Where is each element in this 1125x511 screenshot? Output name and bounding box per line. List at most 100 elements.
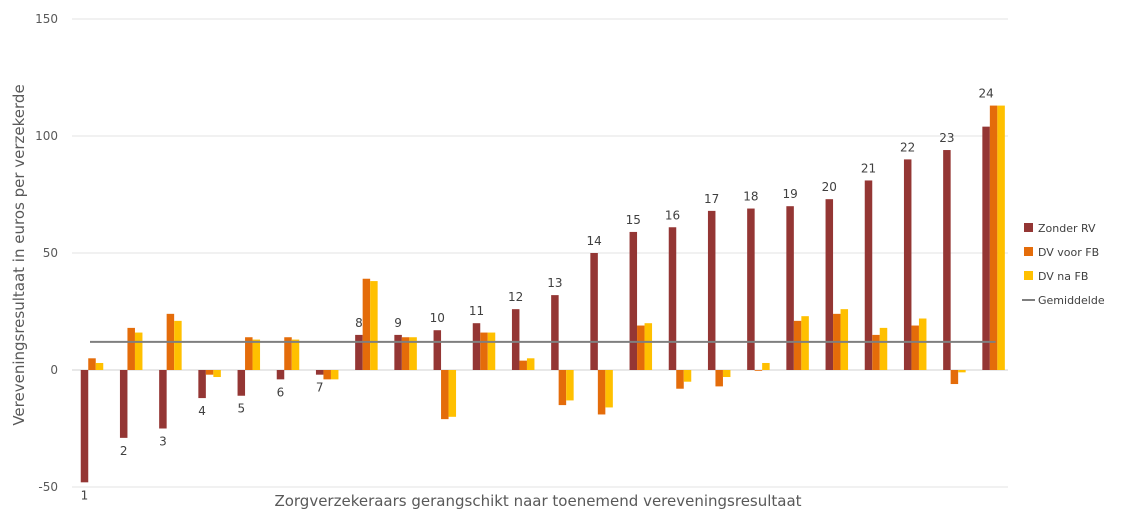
bar-dv-voor-fb-13	[558, 370, 567, 406]
bar-dv-na-fb-20	[840, 309, 849, 370]
bar-zonder-rv-7	[315, 370, 324, 375]
category-label: 16	[665, 208, 680, 222]
bar-zonder-rv-9	[394, 334, 402, 370]
bar-zonder-rv-4	[198, 370, 206, 399]
bar-dv-voor-fb-9	[401, 337, 410, 370]
bar-dv-voor-fb-15	[637, 325, 645, 370]
y-tick-label: 150	[35, 12, 58, 26]
category-label: 20	[822, 180, 837, 194]
bar-zonder-rv-20	[825, 199, 834, 370]
bar-zonder-rv-13	[551, 295, 559, 370]
category-label: 24	[978, 87, 993, 101]
bar-dv-voor-fb-8	[362, 278, 371, 370]
bar-dv-na-fb-22	[918, 318, 927, 370]
legend-label: Zonder RV	[1038, 222, 1096, 235]
bar-dv-na-fb-13	[566, 370, 574, 401]
bar-dv-voor-fb-10	[441, 370, 449, 420]
category-label: 3	[159, 435, 167, 449]
bar-zonder-rv-8	[355, 334, 363, 370]
bar-dv-voor-fb-1	[88, 358, 96, 370]
category-label: 23	[939, 131, 954, 145]
bar-zonder-rv-2	[119, 370, 128, 438]
bar-dv-na-fb-11	[487, 332, 496, 370]
category-label: 17	[704, 192, 719, 206]
bar-dv-na-fb-4	[213, 370, 221, 378]
bar-dv-na-fb-6	[291, 339, 300, 370]
category-label: 11	[469, 304, 484, 318]
bar-zonder-rv-3	[159, 370, 167, 429]
legend-label: Gemiddelde	[1038, 294, 1105, 307]
bar-dv-na-fb-5	[252, 339, 261, 370]
category-label: 18	[743, 190, 758, 204]
bar-dv-na-fb-2	[134, 332, 143, 370]
bar-zonder-rv-23	[943, 150, 951, 370]
bar-dv-voor-fb-22	[911, 325, 919, 370]
bar-zonder-rv-14	[590, 253, 598, 370]
legend-label: DV na FB	[1038, 270, 1088, 283]
bar-zonder-rv-5	[237, 370, 246, 396]
legend: Zonder RV DV voor FB DV na FB Gemiddelde	[1022, 222, 1105, 307]
category-label: 21	[861, 161, 876, 175]
bar-dv-na-fb-23	[958, 370, 966, 373]
bar-dv-na-fb-10	[448, 370, 457, 417]
bar-dv-na-fb-18	[762, 362, 770, 370]
y-tick-label: 0	[50, 363, 58, 377]
bar-dv-na-fb-19	[801, 316, 809, 370]
category-label: 13	[547, 276, 562, 290]
bar-dv-voor-fb-6	[284, 337, 292, 370]
bar-dv-voor-fb-21	[872, 334, 880, 370]
bar-zonder-rv-15	[629, 231, 638, 370]
bar-dv-voor-fb-2	[127, 327, 135, 370]
bar-zonder-rv-10	[433, 330, 442, 370]
bar-dv-voor-fb-24	[989, 105, 998, 370]
bar-dv-na-fb-24	[997, 105, 1005, 370]
category-label: 2	[120, 444, 128, 458]
bar-dv-na-fb-1	[95, 362, 104, 370]
bar-dv-na-fb-12	[526, 358, 535, 370]
y-tick-label: 50	[43, 246, 58, 260]
category-label: 10	[430, 311, 445, 325]
bar-dv-na-fb-17	[722, 370, 731, 378]
bar-dv-na-fb-14	[605, 370, 613, 408]
bar-zonder-rv-11	[472, 323, 481, 370]
bar-dv-na-fb-9	[409, 337, 417, 370]
bar-zonder-rv-6	[276, 370, 285, 380]
bar-dv-na-fb-15	[644, 323, 653, 370]
y-axis-title: Vereveningsresultaat in euros per verzek…	[10, 84, 28, 425]
bar-dv-voor-fb-7	[323, 370, 331, 380]
bar-dv-voor-fb-5	[245, 337, 253, 370]
bar-zonder-rv-18	[747, 208, 755, 370]
bar-zonder-rv-16	[668, 227, 677, 370]
bar-dv-voor-fb-16	[676, 370, 684, 389]
bar-dv-voor-fb-18	[754, 370, 763, 371]
gridlines	[72, 18, 1008, 488]
legend-label: DV voor FB	[1038, 246, 1099, 259]
category-label: 15	[626, 213, 641, 227]
category-label: 1	[81, 488, 89, 502]
bar-dv-voor-fb-19	[793, 320, 802, 370]
bar-dv-na-fb-3	[174, 320, 182, 370]
legend-swatch	[1024, 271, 1033, 280]
bar-zonder-rv-12	[511, 309, 520, 370]
bar-zonder-rv-17	[707, 210, 716, 370]
category-label: 7	[316, 381, 324, 395]
bar-dv-voor-fb-14	[597, 370, 606, 415]
y-tick-label: -50	[38, 480, 58, 494]
bar-dv-voor-fb-17	[715, 370, 723, 387]
bar-dv-voor-fb-11	[480, 332, 488, 370]
category-label: 19	[782, 187, 797, 201]
legend-swatch	[1024, 223, 1033, 232]
bar-zonder-rv-24	[982, 126, 990, 370]
x-axis-title: Zorgverzekeraars gerangschikt naar toene…	[274, 492, 801, 510]
bar-dv-na-fb-8	[370, 281, 378, 370]
y-axis-ticks: -50 0 50 100 150	[35, 12, 58, 494]
bar-zonder-rv-21	[864, 180, 873, 370]
legend-swatch	[1024, 247, 1033, 256]
category-label: 6	[277, 385, 285, 399]
y-tick-label: 100	[35, 129, 58, 143]
bar-dv-na-fb-7	[330, 370, 339, 380]
bar-zonder-rv-19	[786, 206, 794, 370]
bar-dv-voor-fb-4	[205, 370, 214, 375]
